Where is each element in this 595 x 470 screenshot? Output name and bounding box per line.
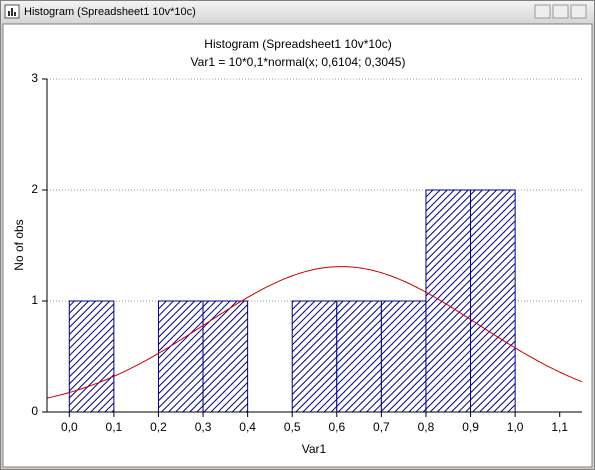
x-tick-label: 1,0: [507, 420, 524, 434]
x-tick-label: 0,0: [61, 420, 78, 434]
x-tick-label: 0,7: [373, 420, 390, 434]
restore-button[interactable]: [552, 4, 569, 19]
chart-subtitle: Var1 = 10*0,1*normal(x; 0,6104; 0,3045): [191, 55, 406, 69]
y-tick-label: 2: [31, 182, 38, 196]
x-tick-label: 1,1: [551, 420, 568, 434]
bar: [425, 189, 472, 413]
x-tick-label: 0,2: [150, 420, 167, 434]
x-tick-label: 0,3: [195, 420, 212, 434]
bar: [291, 300, 338, 413]
window-buttons[interactable]: [534, 4, 587, 19]
title-bar: [1, 1, 594, 23]
x-tick-label: 0,5: [284, 420, 301, 434]
x-tick-label: 0,9: [462, 420, 479, 434]
bar: [157, 300, 204, 413]
x-axis-label: Var1: [302, 442, 327, 456]
close-button[interactable]: [570, 4, 587, 19]
bar: [68, 300, 115, 413]
x-tick-label: 0,6: [328, 420, 345, 434]
x-tick-label: 0,8: [418, 420, 435, 434]
window-title: Histogram (Spreadsheet1 10v*10c): [24, 6, 196, 18]
minimize-button[interactable]: [534, 4, 551, 19]
x-tick-label: 0,4: [239, 420, 256, 434]
chart-title: Histogram (Spreadsheet1 10v*10c): [204, 37, 391, 51]
window-icon: [4, 4, 20, 19]
y-axis-label: No of obs: [12, 219, 26, 270]
y-tick-label: 1: [31, 293, 38, 307]
bar: [336, 300, 382, 413]
y-tick-label: 0: [31, 404, 38, 418]
bar: [380, 300, 427, 413]
x-tick-label: 0,1: [106, 420, 123, 434]
y-tick-label: 3: [31, 71, 38, 85]
fit-curve: [46, 266, 583, 399]
bar: [202, 300, 249, 413]
plot: 0 1 2 3 0,0 0,1 0,2 0,3 0,4 0,5 0,6 0,7 0,8 0,9 1,0 1,1: [31, 71, 583, 434]
bar: [470, 189, 516, 413]
